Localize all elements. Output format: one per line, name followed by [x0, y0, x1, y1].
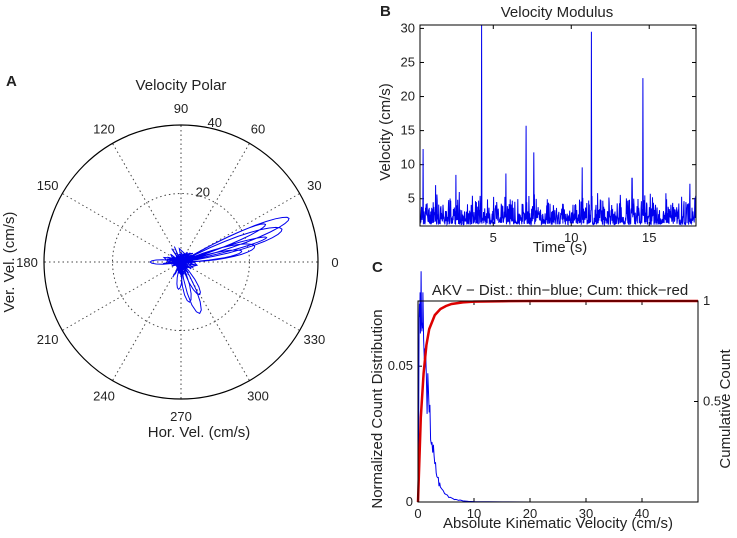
polar-title: Velocity Polar — [136, 77, 227, 94]
modulus-ytick-label: 25 — [401, 54, 415, 69]
distribution-ticks: 0 10 20 30 40 0 0.05 0.5 1 — [388, 293, 721, 521]
distribution-ytick-label: 0 — [406, 494, 413, 509]
polar-angle-label: 330 — [304, 332, 326, 347]
distribution-ytick-label: 0.05 — [388, 358, 413, 373]
polar-angle-label: 60 — [251, 122, 265, 137]
modulus-title: Velocity Modulus — [501, 4, 614, 21]
polar-angle-label: 240 — [93, 388, 115, 403]
distribution-xtick-label: 0 — [414, 506, 421, 521]
modulus-ylabel: Velocity (cm/s) — [377, 83, 394, 181]
polar-spoke — [62, 193, 182, 263]
polar-angle-label: 90 — [174, 101, 188, 116]
polar-spoke — [62, 261, 182, 331]
distribution-xtick-label: 30 — [579, 506, 593, 521]
polar-radial-label: 40 — [207, 115, 221, 130]
modulus-xtick-label: 10 — [564, 230, 578, 245]
modulus-axes-box — [419, 24, 697, 227]
polar-angle-label: 210 — [37, 332, 59, 347]
modulus-xlabel: Time (s) — [533, 239, 587, 256]
polar-spoke — [180, 143, 250, 263]
polar-chart: Velocity Polar 0 30 60 90 120 150 180 210 240 270… — [1, 77, 339, 441]
distribution-axes-box — [417, 300, 699, 503]
polar-spoke — [180, 261, 300, 331]
distribution-title: AKV − Dist.: thin−blue; Cum: thick−red — [432, 282, 688, 299]
modulus-xtick-label: 5 — [490, 230, 497, 245]
polar-angle-label: 0 — [331, 255, 338, 270]
modulus-ytick-label: 20 — [401, 89, 415, 104]
polar-ylabel: Ver. Vel. (cm/s) — [1, 212, 18, 313]
distribution-ylabel: Normalized Count Distribution — [369, 309, 386, 508]
polar-tick-labels: 0 30 60 90 120 150 180 210 240 270 300 330 20 40 — [16, 101, 338, 424]
modulus-ticks: 5 10 15 5 10 15 20 25 30 — [401, 20, 696, 245]
modulus-ytick-label: 5 — [408, 191, 415, 206]
modulus-ytick-label: 30 — [401, 20, 415, 35]
panel-label-a: A — [6, 73, 17, 90]
velocity-modulus-chart: Velocity Modulus 5 10 15 5 10 15 20 25 30 Veloci… — [377, 4, 697, 256]
polar-velocity-trace — [149, 216, 290, 315]
modulus-ytick-label: 10 — [401, 157, 415, 172]
cumulative-ylabel: Cumulative Count — [717, 349, 734, 469]
cumulative-ytick-label: 1 — [703, 293, 710, 308]
cumulative-ytick-label: 0.5 — [703, 394, 721, 409]
polar-angle-label: 150 — [37, 178, 59, 193]
distribution-series-line — [417, 271, 698, 503]
polar-spoke — [112, 261, 182, 381]
polar-angle-label: 30 — [307, 178, 321, 193]
polar-angle-label: 180 — [16, 255, 38, 270]
panel-label-c: C — [372, 259, 383, 276]
distribution-xtick-label: 40 — [635, 506, 649, 521]
distribution-xlabel: Absolute Kinematic Velocity (cm/s) — [443, 515, 673, 532]
polar-angle-label: 300 — [247, 388, 269, 403]
polar-angle-label: 270 — [170, 409, 192, 424]
polar-radial-label: 20 — [196, 185, 210, 200]
distribution-xtick-label: 20 — [523, 506, 537, 521]
polar-ring — [112, 193, 250, 331]
polar-outer-circle — [43, 124, 319, 400]
panel-label-b: B — [380, 3, 391, 20]
polar-spoke — [112, 143, 182, 263]
distribution-chart: AKV − Dist.: thin−blue; Cum: thick−red 0… — [369, 271, 734, 532]
modulus-ytick-label: 15 — [401, 123, 415, 138]
cumulative-series-line — [416, 299, 698, 503]
modulus-xtick-label: 15 — [642, 230, 656, 245]
polar-xlabel: Hor. Vel. (cm/s) — [148, 424, 251, 441]
modulus-velocity-trace — [419, 24, 697, 227]
distribution-xtick-label: 10 — [467, 506, 481, 521]
polar-angle-label: 120 — [93, 122, 115, 137]
